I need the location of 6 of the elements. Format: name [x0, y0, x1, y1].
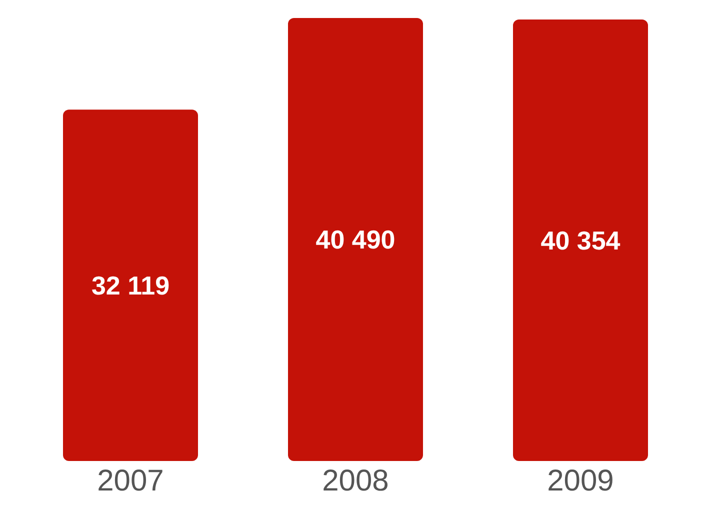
data-label: 40 354	[540, 225, 621, 256]
data-label: 40 490	[316, 224, 396, 255]
data-label: 32 119	[91, 270, 170, 301]
x-tick-label: 2007	[97, 464, 164, 498]
x-tick-label: 2009	[547, 464, 614, 498]
x-tick-label: 2008	[322, 464, 389, 498]
